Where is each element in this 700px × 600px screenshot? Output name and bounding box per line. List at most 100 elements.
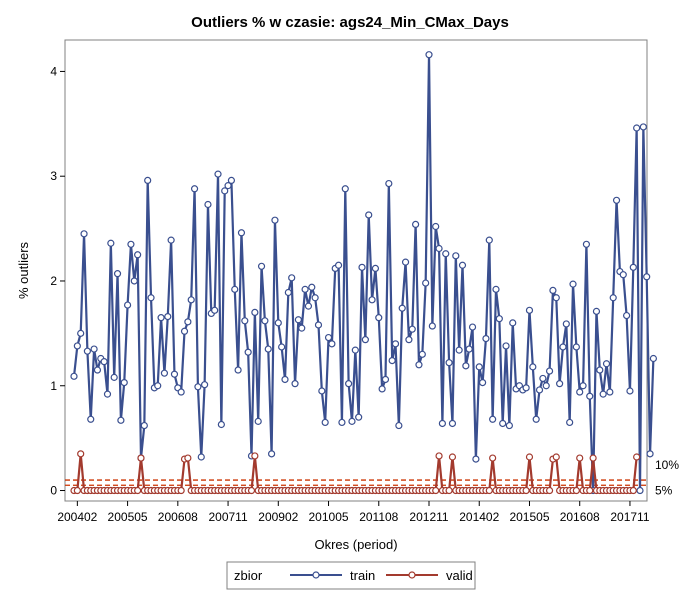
legend-marker-train: [312, 571, 320, 579]
data-point-train: [542, 382, 550, 390]
data-point-train: [381, 375, 390, 384]
x-tick-label: 200711: [208, 510, 247, 524]
data-point-train: [545, 367, 554, 375]
x-tick-label: 201608: [560, 510, 600, 524]
data-point-train: [398, 304, 406, 312]
data-point-train: [190, 185, 199, 193]
data-point-valid: [435, 452, 443, 460]
data-point-train: [435, 244, 443, 253]
data-point-train: [77, 329, 85, 337]
y-axis-label: % outliers: [16, 241, 31, 299]
data-point-train: [107, 239, 115, 247]
data-point-train: [311, 294, 319, 302]
x-tick-label: 201005: [309, 510, 349, 524]
data-point-train: [408, 325, 416, 333]
data-point-train: [341, 185, 349, 193]
data-point-train: [254, 417, 262, 425]
data-point-train: [569, 280, 577, 288]
data-point-train: [154, 382, 162, 390]
data-point-train: [93, 366, 102, 374]
data-point-train: [566, 418, 574, 427]
data-point-train: [304, 302, 313, 310]
data-point-valid: [629, 486, 637, 495]
data-point-train: [606, 388, 614, 396]
data-point-train: [217, 420, 225, 429]
y-tick-label: 1: [50, 379, 57, 393]
data-point-train: [639, 123, 647, 131]
data-point-train: [284, 288, 292, 297]
chart-title: Outliers % w czasie: ags24_Min_CMax_Days: [191, 14, 509, 31]
data-point-train: [140, 421, 148, 430]
series-line-train: [72, 53, 655, 492]
data-point-valid: [589, 454, 597, 462]
data-point-train: [201, 381, 209, 389]
data-point-train: [562, 320, 570, 328]
data-point-train: [100, 358, 108, 366]
data-point-valid: [633, 453, 641, 461]
data-point-train: [308, 283, 316, 291]
data-point-train: [505, 421, 513, 430]
data-point-train: [576, 388, 584, 396]
data-point-valid: [576, 454, 584, 462]
data-point-train: [197, 453, 205, 461]
data-point-train: [167, 236, 175, 244]
y-tick-label: 3: [50, 169, 57, 183]
series-layer: [70, 51, 657, 495]
data-point-valid: [445, 486, 453, 495]
data-point-train: [194, 383, 202, 391]
data-point-train: [237, 229, 246, 237]
data-point-train: [619, 271, 627, 279]
x-tick-label: 201108: [359, 510, 398, 524]
data-point-train: [338, 418, 346, 427]
data-point-train: [395, 421, 403, 430]
data-point-train: [180, 327, 189, 335]
data-point-train: [522, 384, 530, 392]
reference-line-label: 5%: [655, 483, 673, 497]
data-point-train: [160, 369, 169, 377]
data-point-valid: [586, 486, 594, 495]
data-point-train: [445, 359, 453, 367]
data-point-train: [187, 296, 195, 304]
data-point-train: [492, 285, 500, 293]
data-point-train: [83, 347, 91, 355]
data-point-train: [388, 357, 396, 365]
legend-title: zbior: [234, 568, 263, 583]
data-point-train: [462, 362, 470, 370]
data-point-valid: [432, 486, 440, 495]
data-point-train: [257, 262, 266, 270]
data-point-train: [144, 176, 152, 184]
data-point-train: [127, 240, 135, 248]
data-point-train: [425, 51, 433, 59]
data-point-train: [559, 343, 567, 351]
series-valid: [70, 450, 641, 495]
data-point-train: [281, 375, 289, 384]
data-point-train: [261, 317, 269, 325]
data-point-valid: [572, 486, 580, 495]
x-tick-label: 200902: [258, 510, 298, 524]
data-point-train: [351, 346, 359, 354]
data-point-train: [633, 124, 641, 132]
data-point-train: [234, 366, 242, 374]
data-point-train: [432, 222, 440, 231]
data-point-valid: [177, 486, 185, 495]
data-point-train: [552, 294, 560, 302]
data-point-train: [415, 361, 423, 369]
data-point-train: [318, 387, 326, 395]
x-tick-label: 201505: [509, 510, 549, 524]
data-point-train: [458, 261, 467, 269]
data-point-train: [375, 314, 383, 322]
data-point-train: [157, 314, 165, 322]
data-point-train: [592, 307, 601, 315]
series-train: [70, 51, 657, 495]
data-point-train: [368, 296, 376, 304]
data-point-valid: [448, 453, 457, 461]
data-point-valid: [73, 486, 81, 495]
data-point-train: [438, 419, 447, 428]
data-point-valid: [137, 454, 145, 462]
y-tick-label: 2: [50, 274, 57, 288]
data-point-train: [535, 386, 544, 394]
data-point-train: [602, 360, 611, 368]
data-point-train: [629, 263, 637, 271]
data-point-train: [525, 306, 534, 314]
data-point-train: [147, 294, 155, 302]
